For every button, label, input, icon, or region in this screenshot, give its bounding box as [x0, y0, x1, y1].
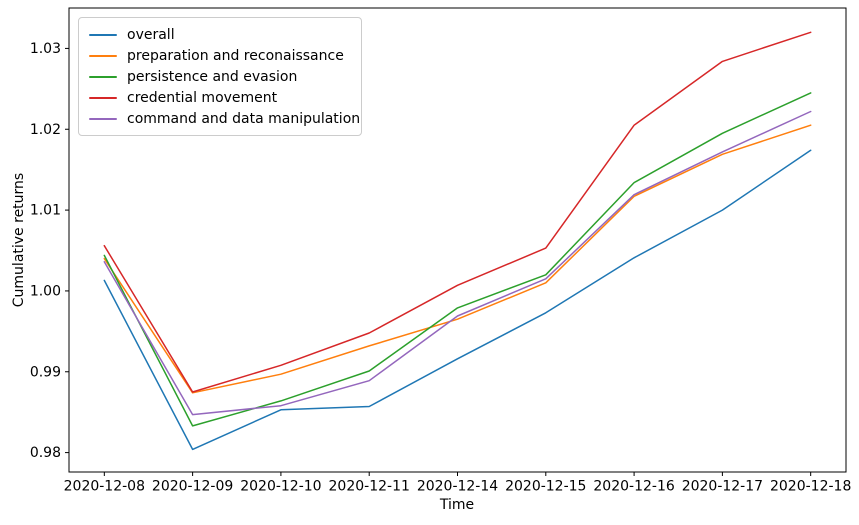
x-tick-label: 2020-12-10: [240, 479, 321, 495]
series-line-preparation-and-reconaissance: [103, 124, 812, 394]
legend-line-swatch: [89, 75, 117, 78]
legend-item: credential movement: [89, 87, 351, 108]
legend-label: preparation and reconaissance: [127, 47, 344, 64]
y-tick-label: 0.99: [30, 364, 61, 380]
y-tick-label: 1.03: [30, 41, 61, 57]
x-axis-label: Time: [439, 497, 475, 513]
y-tick-label: 0.98: [30, 445, 61, 461]
x-tick-label: 2020-12-16: [593, 479, 674, 495]
x-tick-label: 2020-12-08: [64, 479, 145, 495]
legend-label: command and data manipulation: [127, 110, 361, 127]
legend-label: persistence and evasion: [127, 68, 298, 85]
x-tick-label: 2020-12-11: [329, 479, 410, 495]
legend-line-swatch: [89, 54, 117, 57]
legend-label: credential movement: [127, 89, 278, 106]
legend-label: overall: [127, 26, 175, 43]
x-tick-label: 2020-12-18: [770, 479, 851, 495]
series-line-overall: [103, 149, 812, 451]
legend-item: command and data manipulation: [89, 108, 360, 129]
legend-line-swatch: [89, 117, 117, 120]
y-tick-label: 1.01: [30, 203, 61, 219]
x-tick-label: 2020-12-09: [152, 479, 233, 495]
legend-item: persistence and evasion: [89, 66, 351, 87]
legend-line-swatch: [89, 96, 117, 99]
y-tick-label: 1.02: [30, 122, 61, 138]
legend-item: preparation and reconaissance: [89, 45, 351, 66]
series-line-persistence-and-evasion: [103, 92, 812, 427]
legend: overall preparation and reconaissance pers…: [78, 17, 362, 136]
series-line-credential-movement: [103, 31, 812, 393]
y-tick-label: 1.00: [30, 283, 61, 299]
legend-item: overall: [89, 24, 351, 45]
series-line-command-and-data-manipulation: [103, 110, 812, 416]
x-tick-label: 2020-12-14: [417, 479, 498, 495]
legend-line-swatch: [89, 33, 117, 36]
y-axis-label: Cumulative returns: [11, 172, 27, 308]
x-tick-label: 2020-12-17: [682, 479, 763, 495]
x-tick-label: 2020-12-15: [505, 479, 586, 495]
